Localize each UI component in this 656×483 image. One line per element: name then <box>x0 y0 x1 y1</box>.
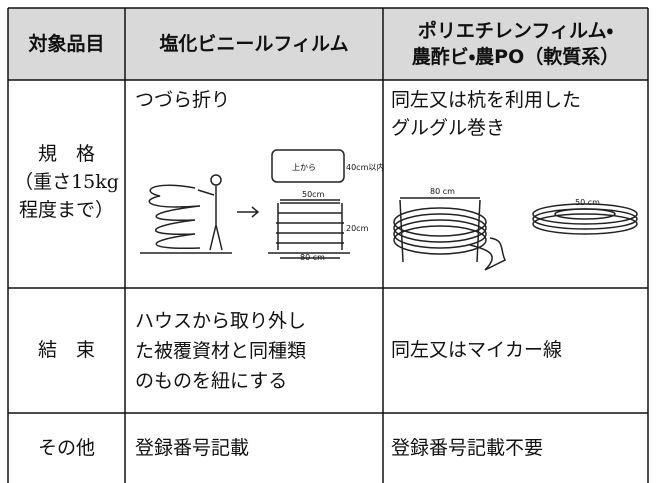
figure-label: 40cm以内 <box>346 163 385 172</box>
figure-label: 上から <box>292 163 316 172</box>
row-label: 規 格 （重さ15kg 程度まで） <box>8 140 125 224</box>
figure-label: 20cm <box>346 224 369 233</box>
cell-text: 登録番号記載 <box>135 434 249 462</box>
header-text: ポリエチレンフィルム・ <box>417 20 614 42</box>
header-cell: 対象品目 <box>8 8 125 80</box>
cell-line: つづら折り <box>135 89 231 111</box>
row-label: その他 <box>8 434 125 462</box>
row-label-text: その他 <box>37 437 95 459</box>
row-label-text: （重さ15kg <box>14 171 119 193</box>
figure-label: 50cm <box>302 190 325 199</box>
figure-label: 80 cm <box>300 253 325 262</box>
cell-line: 同左又はマイカー線 <box>391 339 563 361</box>
cell-line: 登録番号記載不要 <box>391 437 544 459</box>
cell-text: 同左又は杭を利用した グルグル巻き <box>391 86 581 142</box>
row-label: 結 束 <box>8 336 125 364</box>
header-text: 塩化ビニールフィルム <box>159 33 349 55</box>
figure-label: 50 cm <box>575 198 600 207</box>
cell-line: ハウスから取り外し <box>135 310 307 332</box>
row-label-text: 程度まで） <box>18 199 114 221</box>
folding-illustration <box>140 149 350 259</box>
cell-text: 同左又はマイカー線 <box>391 336 562 364</box>
cell-line: た被覆資材と同種類 <box>135 340 307 362</box>
row-label-text: 規 格 <box>37 143 95 165</box>
header-cell: ポリエチレンフィルム・ 農酢ビ・農PO（軟質系） <box>383 8 648 80</box>
cell-text: 登録番号記載不要 <box>391 434 543 462</box>
cell-text: つづら折り <box>135 86 230 114</box>
cell-text: ハウスから取り外し た被覆資材と同種類 のものを紐にする <box>135 306 306 396</box>
header-text: 農酢ビ・農PO（軟質系） <box>411 46 620 68</box>
header-cell: 塩化ビニールフィルム <box>125 8 383 80</box>
coil-illustration <box>393 197 638 271</box>
row-label-text: 結 束 <box>37 339 95 361</box>
header-text: 対象品目 <box>28 33 105 55</box>
cell-line: 同左又は杭を利用した <box>391 89 582 111</box>
cell-line: 登録番号記載 <box>135 437 250 459</box>
figure-label: 80 cm <box>430 187 455 196</box>
cell-line: グルグル巻き <box>391 117 506 139</box>
cell-line: のものを紐にする <box>135 370 288 392</box>
